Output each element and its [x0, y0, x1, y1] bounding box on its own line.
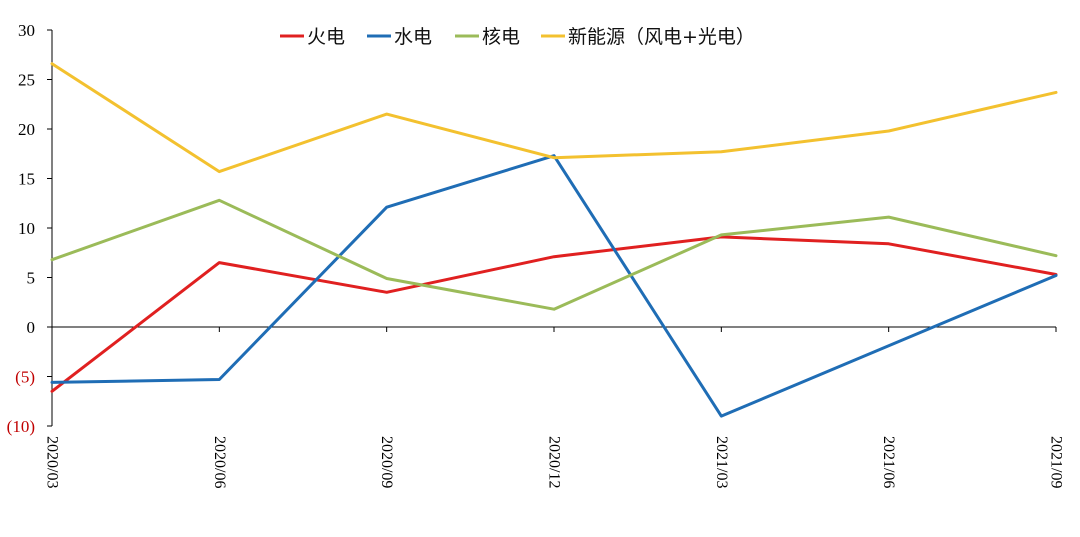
y-tick-label: (10)	[7, 417, 35, 436]
x-tick-label: 2021/06	[880, 436, 897, 488]
series-lines	[50, 62, 1058, 418]
y-tick-label: (5)	[15, 368, 35, 387]
legend: 火电 水电 核电 新能源（风电+光电）	[280, 26, 755, 48]
y-tick-label: 0	[27, 318, 36, 337]
y-tick-label: 25	[18, 71, 35, 90]
x-axis-ticks: 2020/03 2020/06 2020/09 2020/12 2021/03 2021/…	[44, 327, 1065, 488]
y-tick-label: 20	[18, 120, 35, 139]
series-line-3	[50, 62, 1058, 174]
x-tick-label: 2021/09	[1048, 436, 1065, 488]
legend-label: 水电	[394, 26, 432, 48]
series-line-2	[50, 198, 1058, 311]
y-tick-label: 5	[27, 269, 36, 288]
y-axis-ticks: 30 25 20 15 10 5 0 (5) (10)	[7, 21, 52, 436]
y-tick-label: 30	[18, 21, 35, 40]
legend-label: 核电	[482, 26, 520, 48]
axes	[51, 30, 1056, 426]
x-tick-label: 2020/12	[546, 436, 563, 488]
x-tick-label: 2020/09	[378, 436, 395, 488]
x-tick-label: 2021/03	[713, 436, 730, 488]
y-tick-label: 10	[18, 219, 35, 238]
series-line-0	[50, 235, 1058, 393]
legend-label: 新能源（风电+光电）	[568, 26, 755, 48]
series-line-1	[50, 154, 1058, 418]
x-tick-label: 2020/03	[44, 436, 61, 488]
x-tick-label: 2020/06	[211, 436, 228, 488]
legend-label: 火电	[307, 26, 345, 48]
y-tick-label: 15	[18, 170, 35, 189]
